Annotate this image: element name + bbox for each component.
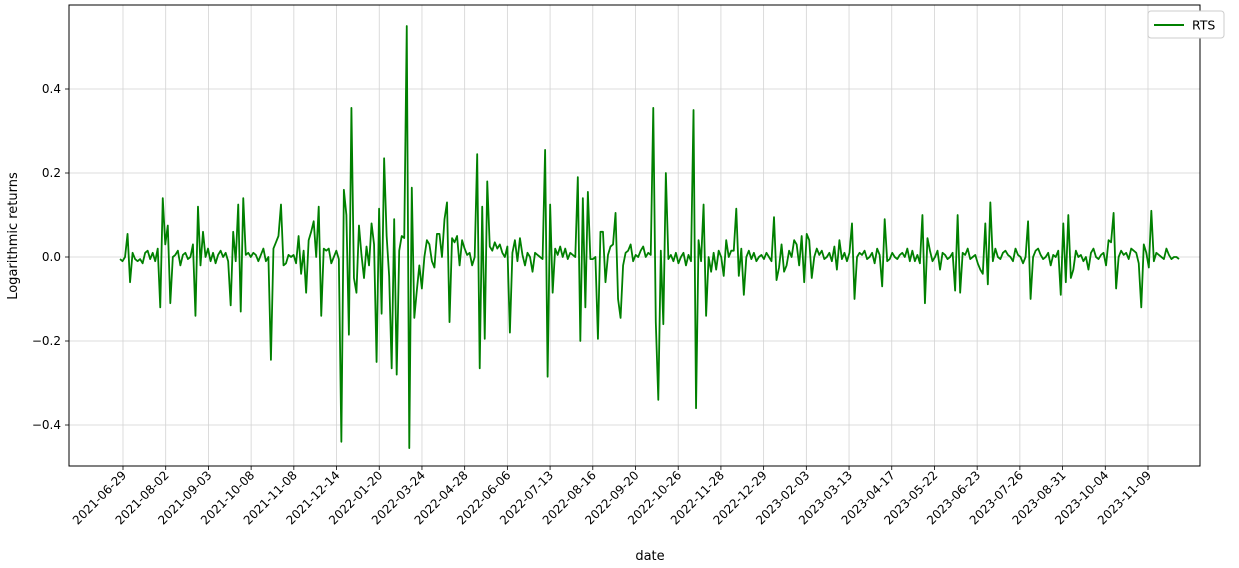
legend-box	[1147, 10, 1225, 39]
y-axis-label: Logarithmic returns	[6, 172, 21, 300]
plot-frame	[68, 4, 1201, 467]
series-line-rts	[119, 25, 1180, 450]
series-layer	[119, 25, 1180, 450]
y-tick-label: 0.0	[42, 250, 61, 264]
x-axis-label: date	[635, 549, 664, 564]
legend: RTS	[1147, 10, 1225, 39]
y-tick-label: 0.2	[42, 166, 61, 180]
y-tick-label: 0.4	[42, 82, 61, 96]
y-tick-label: −0.4	[32, 418, 61, 432]
plot-background	[69, 5, 1200, 466]
y-axis: −0.4 −0.2 0.0 0.2 0.4	[32, 82, 69, 432]
y-tick-label: −0.2	[32, 334, 61, 348]
legend-label-rts: RTS	[1192, 18, 1215, 33]
x-axis: 2021-06-292021-08-022021-09-032021-10-08…	[70, 466, 1154, 527]
